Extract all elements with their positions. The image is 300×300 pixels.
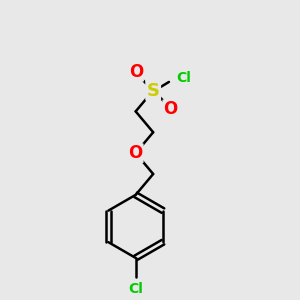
Text: Cl: Cl (176, 71, 191, 85)
Text: O: O (163, 100, 178, 118)
Text: O: O (128, 144, 143, 162)
Text: O: O (129, 63, 143, 81)
Text: S: S (147, 82, 160, 100)
Text: Cl: Cl (128, 282, 143, 296)
